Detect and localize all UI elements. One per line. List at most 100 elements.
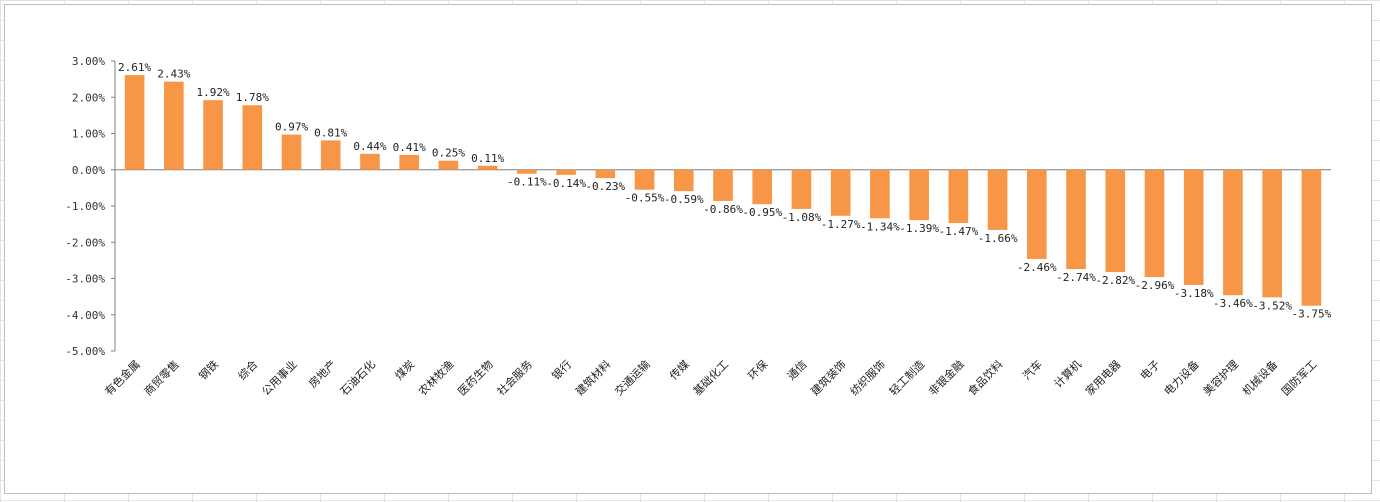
data-label: -0.59% bbox=[664, 193, 704, 206]
bar-纺织服饰 bbox=[870, 169, 890, 219]
bar-房地产 bbox=[320, 140, 341, 170]
bar-电子 bbox=[1144, 169, 1165, 278]
category-label: 农林牧渔 bbox=[416, 357, 457, 398]
data-label: 2.43% bbox=[157, 68, 190, 81]
data-label: -0.95% bbox=[742, 206, 782, 219]
data-label: -3.46% bbox=[1213, 297, 1253, 310]
category-label: 通信 bbox=[785, 358, 810, 383]
category-label: 煤炭 bbox=[393, 358, 418, 383]
bar-传媒 bbox=[673, 169, 694, 192]
y-tick-label: -2.00% bbox=[65, 236, 105, 249]
bar-汽车 bbox=[1027, 169, 1047, 259]
bar-非银金融 bbox=[948, 169, 969, 224]
category-label: 汽车 bbox=[1019, 357, 1044, 382]
category-label: 商贸零售 bbox=[141, 357, 182, 398]
y-tick-label: -4.00% bbox=[65, 309, 105, 322]
category-label: 非银金融 bbox=[925, 357, 966, 398]
category-label: 传媒 bbox=[667, 358, 692, 383]
bar-煤炭 bbox=[399, 154, 419, 170]
category-label: 建筑材料 bbox=[572, 357, 613, 398]
y-tick-label: 1.00% bbox=[72, 128, 105, 141]
data-label: -2.46% bbox=[1017, 261, 1057, 274]
bar-基础化工 bbox=[713, 169, 733, 201]
category-label: 机械设备 bbox=[1239, 357, 1280, 398]
bar-综合 bbox=[242, 105, 263, 170]
y-tick-label: -3.00% bbox=[65, 273, 105, 286]
bar-食品饮料 bbox=[987, 169, 1008, 230]
axes: 3.00% 2.00% 1.00% 0.00% -1.00% -2.00% -3.00% -4… bbox=[65, 55, 1331, 358]
bar-医药生物 bbox=[477, 165, 498, 170]
data-label: 1.78% bbox=[236, 91, 269, 104]
y-tick-label: -1.00% bbox=[65, 200, 105, 213]
y-tick-label: 2.00% bbox=[72, 91, 105, 104]
y-tick-label: 3.00% bbox=[72, 55, 105, 68]
bar-家用电器 bbox=[1105, 169, 1126, 272]
data-label: -1.39% bbox=[899, 222, 939, 235]
data-label: 0.11% bbox=[471, 152, 504, 165]
category-label: 综合 bbox=[235, 357, 260, 382]
data-label: 0.44% bbox=[353, 140, 386, 153]
category-label: 有色金属 bbox=[102, 357, 143, 398]
bar-建筑材料 bbox=[595, 169, 616, 179]
category-label: 石油石化 bbox=[337, 357, 378, 398]
category-label: 食品饮料 bbox=[965, 357, 1006, 398]
category-label: 基础化工 bbox=[690, 357, 731, 398]
data-label: -0.86% bbox=[703, 203, 743, 216]
bar-商贸零售 bbox=[164, 81, 184, 170]
category-label: 房地产 bbox=[306, 357, 339, 390]
bar-通信 bbox=[791, 169, 812, 209]
bar-电力设备 bbox=[1183, 169, 1204, 286]
bar-美容护理 bbox=[1223, 169, 1243, 296]
category-label: 纺织服饰 bbox=[847, 357, 888, 398]
data-label: -1.47% bbox=[938, 225, 978, 238]
chart-area[interactable]: 3.00% 2.00% 1.00% 0.00% -1.00% -2.00% -3.00% -4… bbox=[4, 4, 1372, 494]
data-label: -1.34% bbox=[860, 220, 900, 233]
data-label: 2.61% bbox=[118, 61, 151, 74]
data-label: -2.96% bbox=[1135, 279, 1175, 292]
data-label: -1.08% bbox=[782, 211, 822, 224]
category-label: 环保 bbox=[745, 357, 770, 382]
category-label: 银行 bbox=[549, 357, 574, 382]
category-label: 公用事业 bbox=[259, 358, 299, 398]
category-label: 国防军工 bbox=[1278, 357, 1319, 398]
data-label: -3.75% bbox=[1292, 308, 1332, 321]
category-label: 社会服务 bbox=[494, 357, 535, 398]
data-label: -2.82% bbox=[1095, 274, 1135, 287]
bar-建筑装饰 bbox=[830, 169, 851, 216]
data-label: -3.18% bbox=[1174, 287, 1214, 300]
y-tick-label: 0.00% bbox=[72, 164, 105, 177]
bar-交通运输 bbox=[634, 169, 655, 190]
data-label: -0.23% bbox=[585, 180, 625, 193]
y-tick-label: -5.00% bbox=[65, 345, 105, 358]
data-label: 0.41% bbox=[393, 141, 426, 154]
bar-农林牧渔 bbox=[438, 160, 459, 170]
category-label: 家用电器 bbox=[1082, 357, 1123, 398]
bar-轻工制造 bbox=[909, 169, 929, 221]
bar-有色金属 bbox=[124, 75, 145, 170]
category-label: 电子 bbox=[1138, 358, 1163, 383]
data-label: -1.27% bbox=[821, 218, 861, 231]
data-label: 0.25% bbox=[432, 147, 465, 160]
data-label: -0.11% bbox=[507, 176, 547, 189]
bar-机械设备 bbox=[1262, 169, 1282, 298]
bars bbox=[124, 75, 1322, 306]
category-label: 交通运输 bbox=[612, 357, 653, 398]
category-label: 电力设备 bbox=[1161, 357, 1202, 398]
bar-石油石化 bbox=[360, 153, 380, 170]
data-label: 0.81% bbox=[314, 126, 347, 139]
data-label: -2.74% bbox=[1056, 271, 1096, 284]
category-label: 钢铁 bbox=[196, 358, 221, 383]
bar-钢铁 bbox=[203, 100, 223, 170]
data-label: -3.52% bbox=[1252, 299, 1292, 312]
bar-chart: 3.00% 2.00% 1.00% 0.00% -1.00% -2.00% -3.00% -4… bbox=[65, 55, 1332, 398]
category-label: 美容护理 bbox=[1200, 357, 1241, 398]
bar-社会服务 bbox=[517, 169, 537, 174]
data-label: 1.92% bbox=[197, 86, 230, 99]
data-label: -1.66% bbox=[978, 232, 1018, 245]
bar-银行 bbox=[556, 169, 576, 175]
category-label: 医药生物 bbox=[455, 357, 496, 398]
data-label: -0.14% bbox=[546, 177, 586, 190]
category-label: 建筑装饰 bbox=[808, 357, 849, 398]
bar-环保 bbox=[752, 169, 773, 205]
